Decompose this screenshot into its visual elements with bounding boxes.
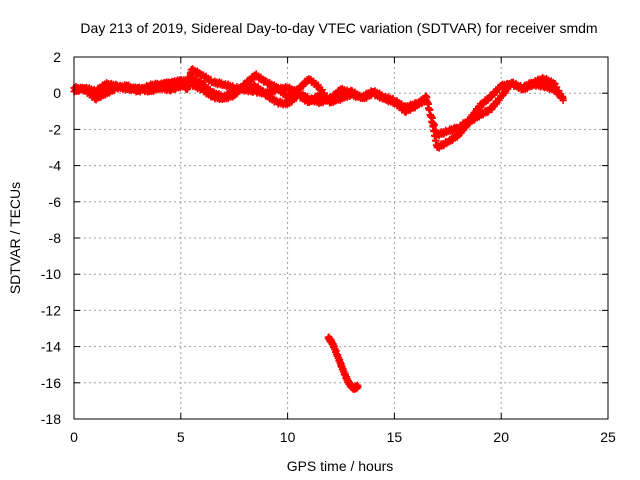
data-point: [187, 65, 205, 80]
x-tick-label: 0: [70, 429, 78, 445]
data-point: [337, 86, 355, 103]
x-tick-label: 25: [600, 429, 616, 445]
data-points: [70, 65, 567, 394]
x-tick-label: 15: [387, 429, 403, 445]
y-tick-label: -10: [41, 266, 61, 282]
data-point: [354, 382, 362, 390]
plot-frame: [73, 56, 609, 420]
x-tick-label: 10: [280, 429, 296, 445]
data-point: [252, 70, 270, 86]
data-point: [454, 118, 472, 139]
data-point: [209, 88, 227, 102]
data-point: [284, 91, 302, 108]
y-tick-label: 2: [53, 49, 61, 65]
data-point: [497, 79, 515, 101]
data-point: [422, 93, 436, 127]
y-tick-label: -16: [41, 375, 61, 391]
x-tick-label: 20: [493, 429, 509, 445]
data-point: [252, 82, 270, 100]
y-tick-label: -2: [49, 121, 62, 137]
y-tick-label: -18: [41, 411, 61, 427]
y-tick-label: -6: [49, 194, 62, 210]
x-tick-label: 5: [177, 429, 185, 445]
data-point: [305, 75, 323, 92]
y-axis-label: SDTVAR / TECUs: [7, 182, 23, 294]
data-point: [145, 83, 163, 96]
y-tick-label: 0: [53, 85, 61, 101]
chart-title: Day 213 of 2019, Sidereal Day-to-day VTE…: [80, 20, 597, 36]
y-tick-label: -4: [49, 158, 62, 174]
y-tick-label: -14: [41, 339, 61, 355]
x-axis-label: GPS time / hours: [287, 458, 394, 474]
series-track-c: [155, 73, 567, 152]
y-tick-label: -12: [41, 302, 61, 318]
y-tick-label: -8: [49, 230, 62, 246]
data-point: [559, 95, 567, 103]
data-point: [273, 97, 291, 109]
series-track-d: [324, 333, 362, 394]
data-point: [262, 90, 280, 106]
